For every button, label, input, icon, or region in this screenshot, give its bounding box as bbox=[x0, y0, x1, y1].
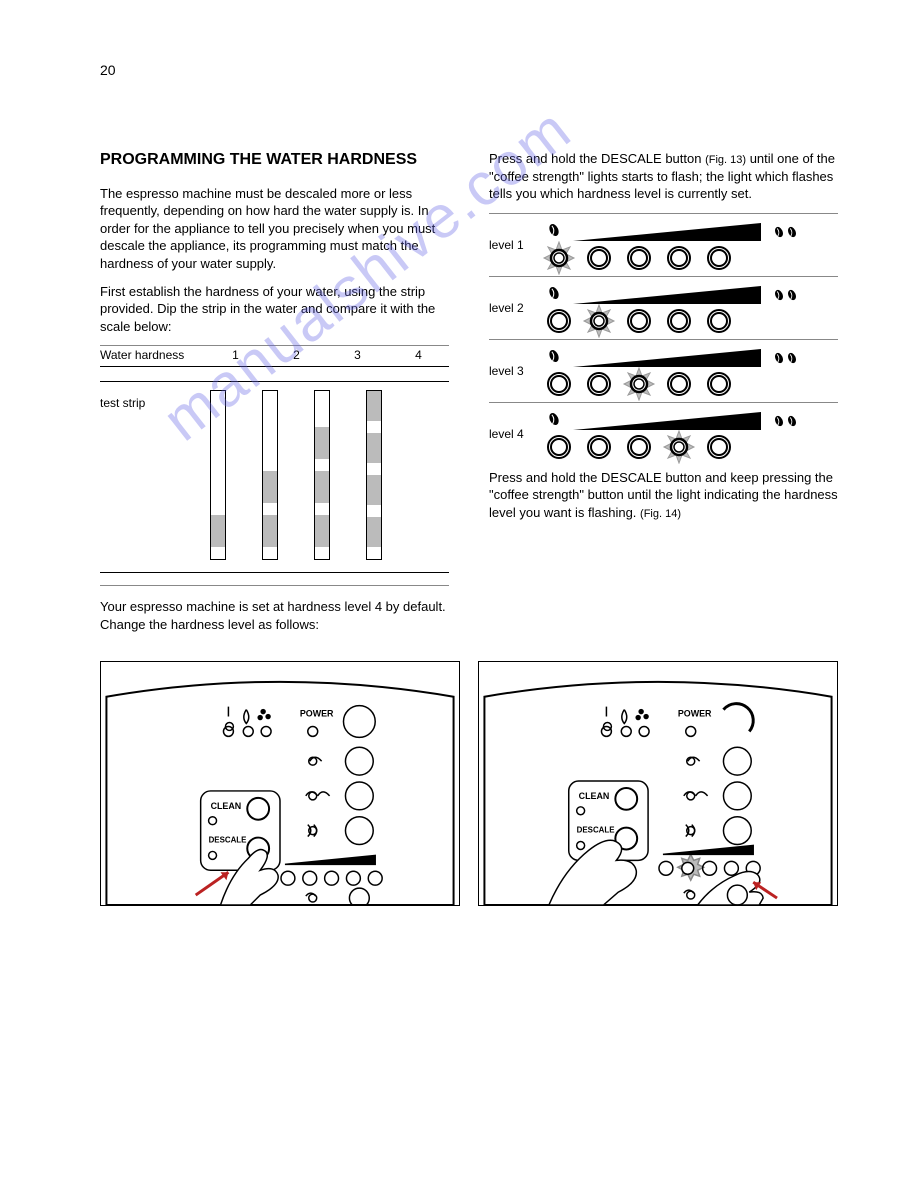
led-icon bbox=[587, 246, 611, 270]
svg-text:POWER: POWER bbox=[300, 709, 334, 719]
table-header-left: Water hardness bbox=[100, 348, 205, 362]
hardness-level-row: level 1 bbox=[489, 221, 838, 270]
water-hardness-table: Water hardness 1 2 3 4 test strip bbox=[100, 345, 449, 586]
table-col-2: 2 bbox=[266, 348, 327, 362]
bottom-figures: POWER CLEAN DESCALE bbox=[100, 661, 838, 906]
led-icon bbox=[667, 246, 691, 270]
right-column: Press and hold the DESCALE button (Fig. … bbox=[489, 150, 838, 643]
led-panel bbox=[547, 347, 838, 396]
led-icon bbox=[627, 246, 651, 270]
table-col-1: 1 bbox=[205, 348, 266, 362]
table-row-label: test strip bbox=[100, 390, 210, 410]
figure-14: POWER CLEAN DESCALE bbox=[478, 661, 838, 906]
left-column: PROGRAMMING THE WATER HARDNESS The espre… bbox=[100, 150, 449, 643]
led-flashing-icon bbox=[582, 304, 616, 338]
page-number: 20 bbox=[100, 62, 116, 78]
led-icon bbox=[667, 309, 691, 333]
step1-line-a: Press and hold the DESCALE button (Fig. … bbox=[489, 150, 838, 203]
table-col-3: 3 bbox=[327, 348, 388, 362]
bean-icon bbox=[547, 286, 561, 303]
hardness-level-row: level 2 bbox=[489, 284, 838, 333]
beans-icon bbox=[773, 415, 798, 427]
led-icon bbox=[547, 372, 571, 396]
hardness-level-label: level 3 bbox=[489, 364, 539, 378]
led-panel bbox=[547, 410, 838, 459]
para-intro-2: First establish the hardness of your wat… bbox=[100, 283, 449, 336]
led-flashing-icon bbox=[622, 367, 656, 401]
led-icon bbox=[707, 435, 731, 459]
led-icon bbox=[547, 435, 571, 459]
beans-icon bbox=[773, 352, 798, 364]
led-icon bbox=[707, 309, 731, 333]
led-icon bbox=[547, 309, 571, 333]
led-flashing-icon bbox=[542, 241, 576, 275]
heading-water-hardness: PROGRAMMING THE WATER HARDNESS bbox=[100, 150, 449, 171]
svg-text:CLEAN: CLEAN bbox=[579, 791, 610, 801]
beans-icon bbox=[773, 289, 798, 301]
svg-text:POWER: POWER bbox=[678, 709, 712, 719]
led-icon bbox=[707, 372, 731, 396]
led-icon bbox=[587, 435, 611, 459]
hardness-level-row: level 4 bbox=[489, 410, 838, 459]
led-icon bbox=[627, 309, 651, 333]
hardness-level-label: level 2 bbox=[489, 301, 539, 315]
hardness-level-label: level 1 bbox=[489, 238, 539, 252]
test-strip-bars bbox=[210, 390, 382, 560]
bean-icon bbox=[547, 349, 561, 366]
svg-text:DESCALE: DESCALE bbox=[209, 836, 247, 845]
figure-13: POWER CLEAN DESCALE bbox=[100, 661, 460, 906]
svg-text:CLEAN: CLEAN bbox=[211, 801, 242, 811]
led-flashing-icon bbox=[662, 430, 696, 464]
hardness-level-label: level 4 bbox=[489, 427, 539, 441]
para-intro-1: The espresso machine must be descaled mo… bbox=[100, 185, 449, 273]
led-icon bbox=[627, 435, 651, 459]
hardness-level-row: level 3 bbox=[489, 347, 838, 396]
beans-icon bbox=[773, 226, 798, 238]
led-panel bbox=[547, 221, 838, 270]
table-col-4: 4 bbox=[388, 348, 449, 362]
bean-icon bbox=[547, 412, 561, 429]
led-icon bbox=[707, 246, 731, 270]
led-icon bbox=[667, 372, 691, 396]
step2: Press and hold the DESCALE button and ke… bbox=[489, 469, 838, 522]
bean-icon bbox=[547, 223, 561, 240]
svg-text:DESCALE: DESCALE bbox=[577, 826, 615, 835]
para-default-level: Your espresso machine is set at hardness… bbox=[100, 598, 449, 633]
led-icon bbox=[587, 372, 611, 396]
led-panel bbox=[547, 284, 838, 333]
